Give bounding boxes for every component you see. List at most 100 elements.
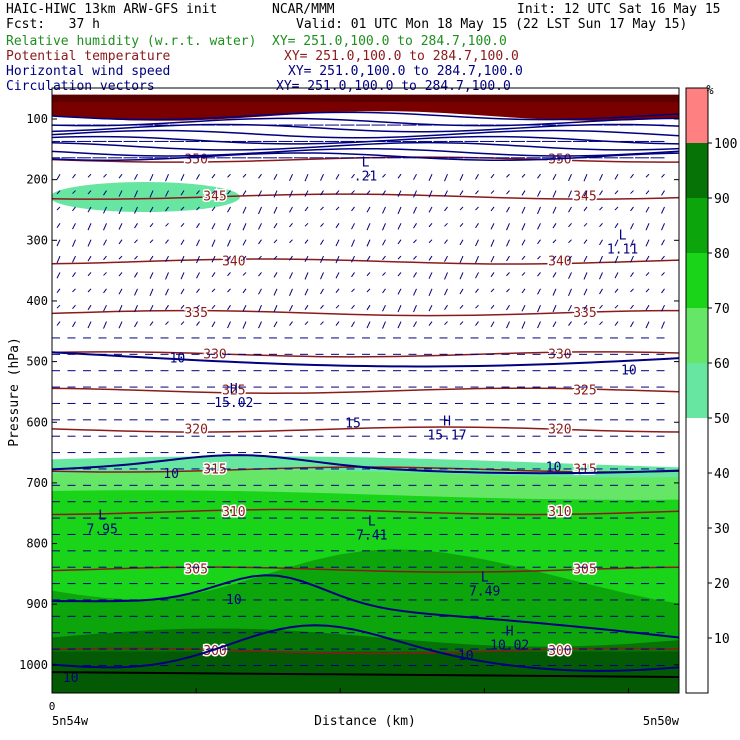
wind-vector <box>289 173 293 182</box>
wind-vector <box>583 222 588 227</box>
wind-vector <box>459 173 464 181</box>
wind-vector <box>211 223 216 230</box>
wind-vector <box>289 255 293 261</box>
wind-vector <box>242 272 247 276</box>
theta-contour-label: 335 <box>184 306 207 321</box>
wind-vector <box>614 223 619 229</box>
wind-vector <box>273 173 278 180</box>
wind-vector <box>661 304 665 312</box>
wind-vector <box>258 173 262 179</box>
colorbar-frame <box>685 87 709 694</box>
wind-vector <box>661 223 665 231</box>
field-wind-xy: XY= 251.0,100.0 to 284.7,100.0 <box>288 64 523 79</box>
wind-vector <box>506 173 510 178</box>
wind-vector <box>614 206 619 211</box>
wind-vector <box>211 173 216 179</box>
wind-vector <box>227 173 231 178</box>
wind-vector <box>599 190 603 196</box>
wind-vector <box>258 223 262 230</box>
wind-vector <box>211 272 216 278</box>
wind-vector <box>490 255 495 263</box>
wind-vector <box>645 321 650 329</box>
wind-vector <box>320 255 324 264</box>
wind-vector <box>149 173 154 181</box>
wind-vector <box>227 190 231 195</box>
rh-band-90-dark <box>52 651 679 693</box>
wind-vector <box>661 190 665 196</box>
wind-vector <box>521 304 526 312</box>
wind-vector <box>118 190 123 197</box>
wind-vector <box>568 321 572 326</box>
wind-vector <box>134 173 138 180</box>
theta-contour-label: 315 <box>573 463 596 478</box>
plot-frame <box>51 87 680 694</box>
wind-vector <box>289 206 293 213</box>
wind-vector <box>537 272 541 277</box>
axes: 100 200 300 400 500 600 700 800 900 1000 <box>19 87 680 694</box>
field-circ-name: Circulation vectors <box>6 79 155 94</box>
theta-contour-line <box>52 258 679 265</box>
wind-vector <box>366 304 371 311</box>
wind-vector <box>645 239 650 247</box>
init-time: Init: 12 UTC Sat 16 May 15 <box>517 2 721 17</box>
wind-vector <box>599 255 603 264</box>
wind-vector <box>583 206 588 212</box>
wind-contour-label: 10 <box>63 671 79 686</box>
wind-vector <box>196 239 200 247</box>
wind-vector <box>645 190 650 195</box>
wind-vector <box>599 206 603 211</box>
wind-vector <box>537 288 541 295</box>
wind-vector <box>397 255 402 260</box>
theta-contour-label: 310 <box>548 505 571 520</box>
wind-vector <box>211 255 216 263</box>
wind-vector <box>428 173 433 182</box>
wind-contour-label: 10 <box>226 593 242 608</box>
colorbar-segment <box>686 418 708 473</box>
wind-vector <box>506 190 510 195</box>
wind-vector <box>645 223 650 231</box>
wind-vector <box>490 239 495 247</box>
wind-contour-jet <box>52 129 679 139</box>
wind-vector <box>180 173 185 181</box>
colorbar-tick-label: 70 <box>714 302 730 317</box>
wind-vector <box>72 190 76 194</box>
wind-vector <box>661 255 665 261</box>
wind-vector <box>227 321 231 329</box>
wind-vector <box>630 255 634 263</box>
circulation-vectors <box>52 124 665 666</box>
wind-vector <box>583 255 588 263</box>
wind-vector <box>211 206 216 212</box>
wind-vector <box>382 190 386 196</box>
theta-contour-label: 340 <box>548 255 571 270</box>
wind-vector <box>459 288 464 295</box>
wind-vector <box>56 272 61 279</box>
wind-vector <box>165 304 169 311</box>
wind-vector <box>366 206 371 213</box>
wind-vector <box>227 288 231 293</box>
wind-vector <box>211 304 216 310</box>
wind-vector <box>382 173 386 178</box>
wind-vector <box>242 173 247 178</box>
wind-contour-jet <box>52 123 679 133</box>
wind-extremum-marker: L <box>368 515 376 530</box>
wind-vector <box>475 239 479 247</box>
colorbar-tick-label: 60 <box>714 357 730 372</box>
wind-vector <box>87 173 92 178</box>
theta-contour-line <box>52 193 679 200</box>
wind-vector <box>537 223 541 230</box>
colorbar-tick-label: 100 <box>714 137 737 152</box>
theta-contour-label: 315 <box>203 463 226 478</box>
wind-vector <box>521 272 526 276</box>
wind-vector <box>444 272 448 280</box>
wind-vector <box>521 239 526 246</box>
forecast-hour: Fcst: 37 h <box>6 17 100 32</box>
wind-vector <box>552 304 557 313</box>
wind-vector <box>568 173 572 182</box>
wind-extremum-marker: H <box>443 415 451 430</box>
wind-extremum-value: 1.11 <box>607 242 638 257</box>
wind-contour-label: 10 <box>163 467 179 482</box>
wind-vector <box>211 239 216 247</box>
colorbar-tick-label: 80 <box>714 247 730 262</box>
wind-vector <box>506 255 510 262</box>
